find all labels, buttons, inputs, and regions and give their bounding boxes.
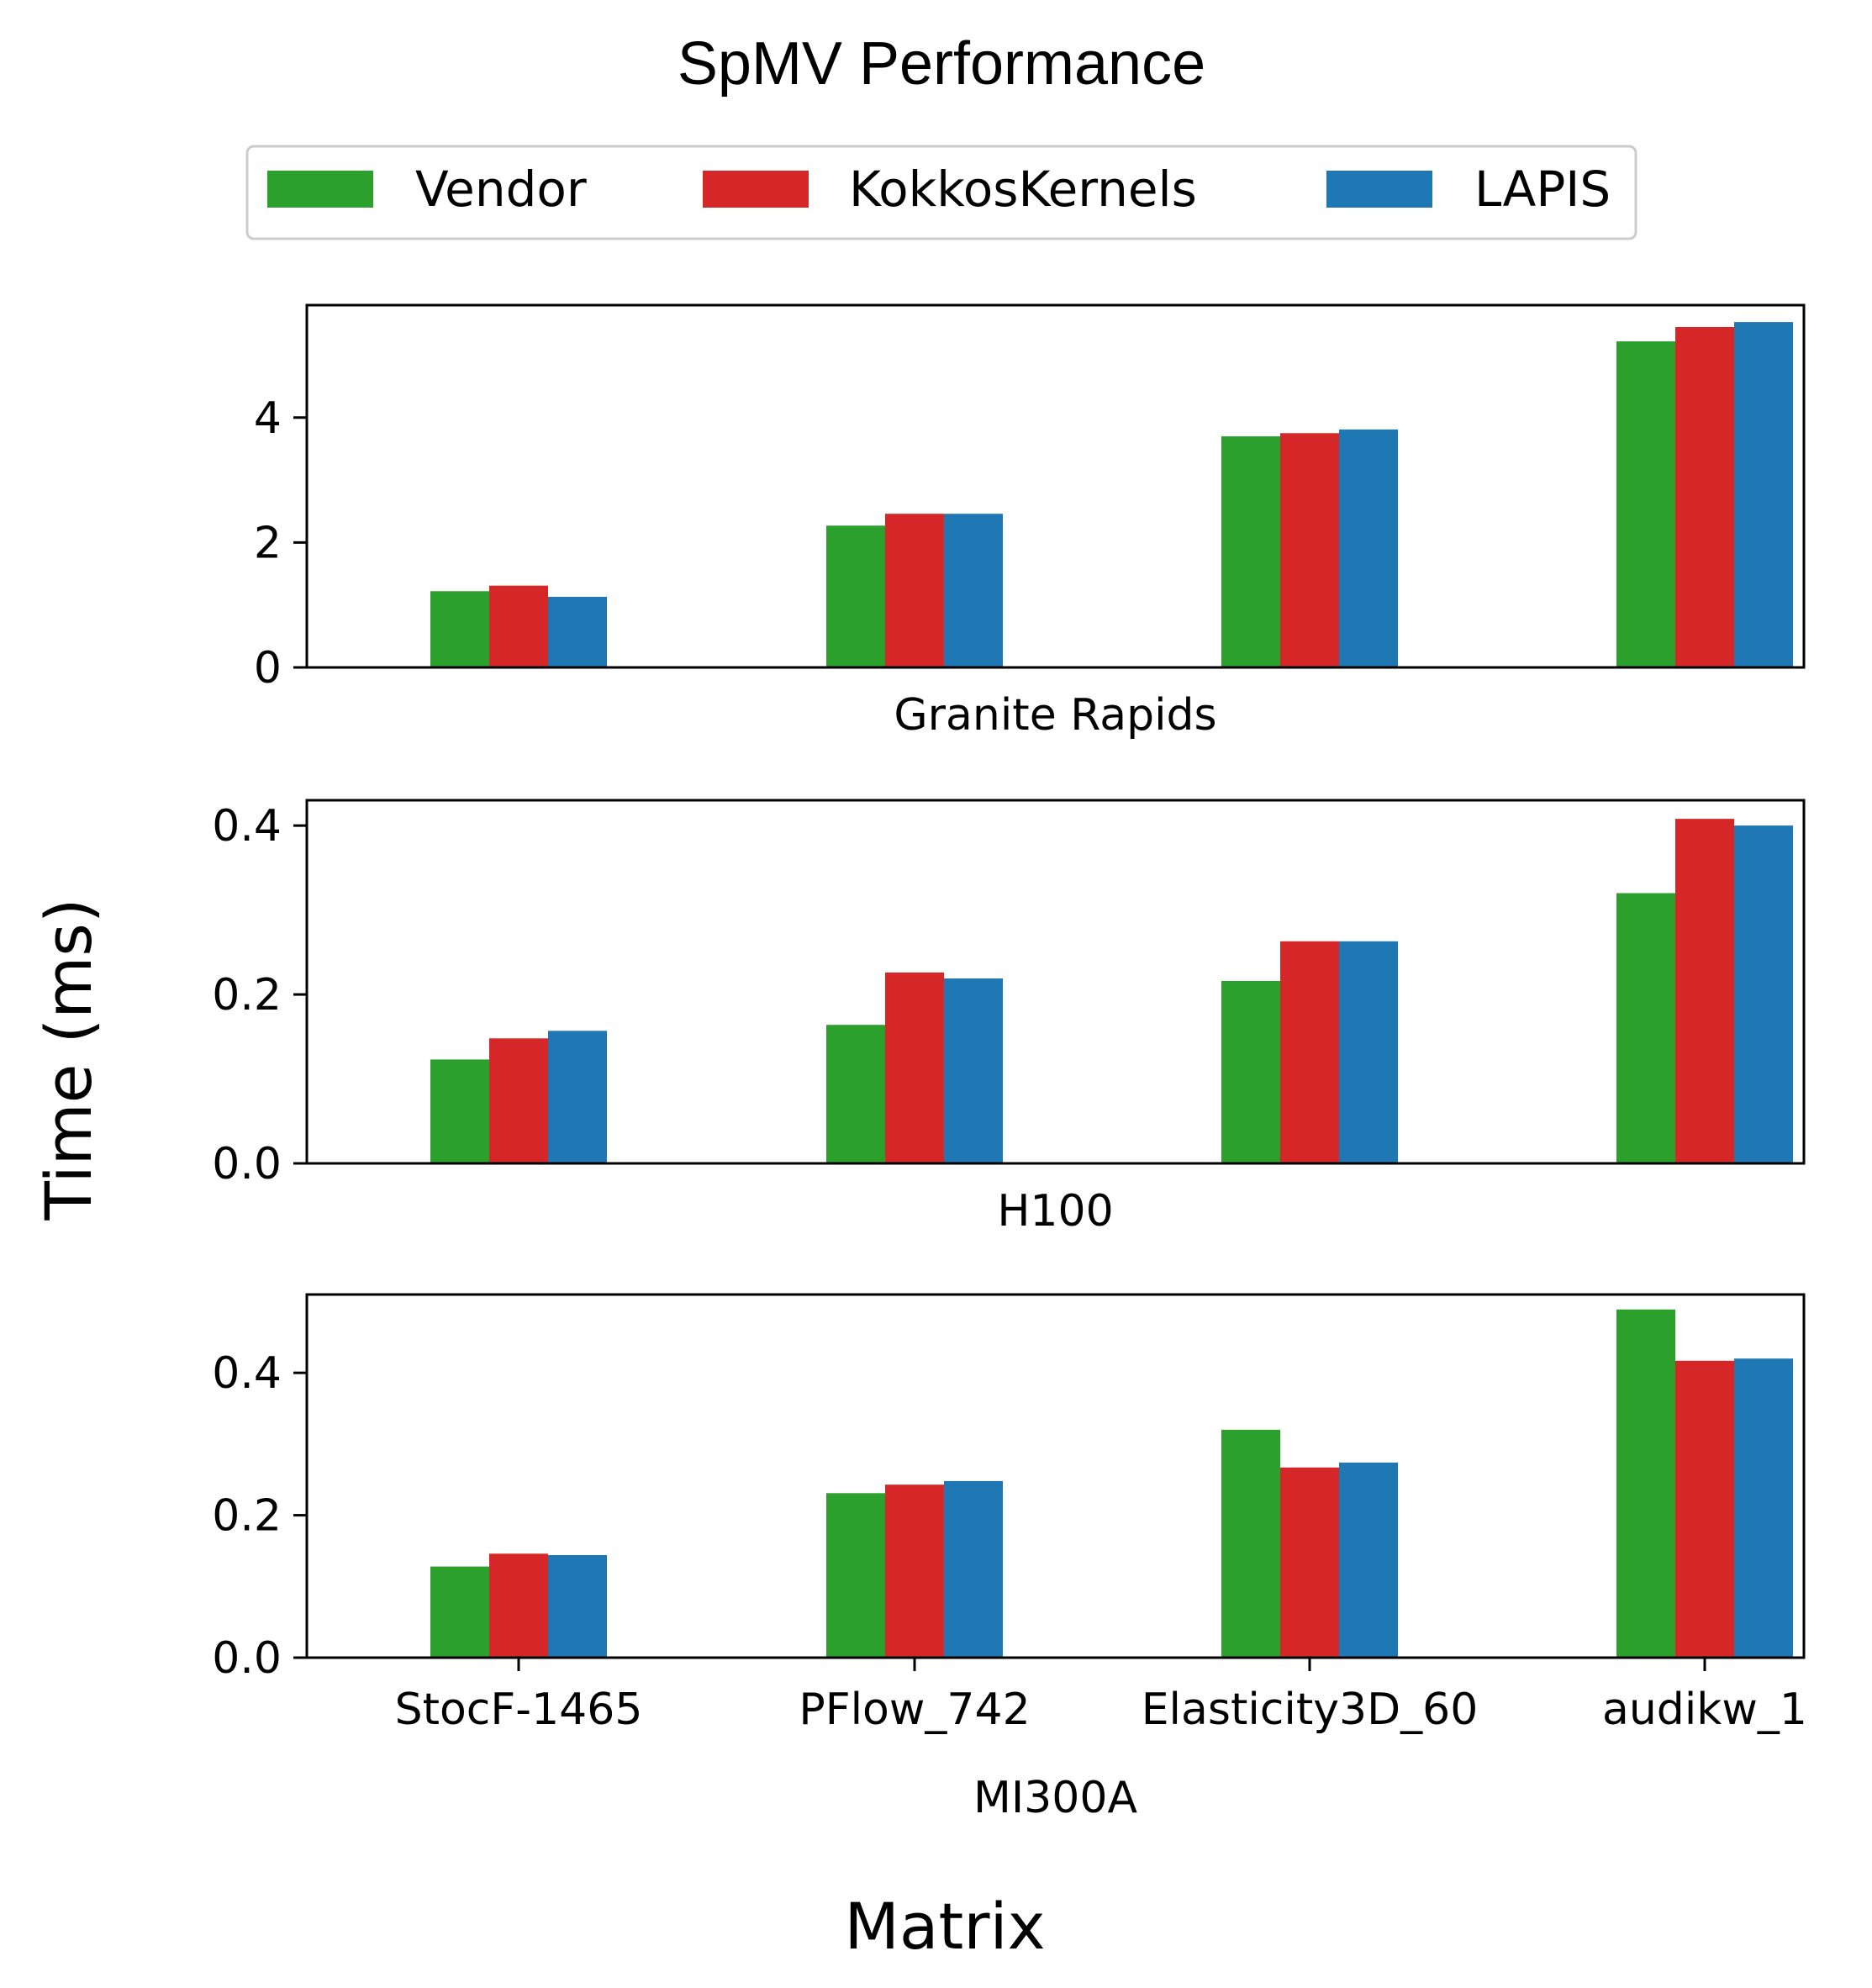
legend-swatch-vendor <box>267 171 373 208</box>
bar-h100-kokkoskernels-elasticity3d-60 <box>1280 941 1339 1163</box>
y-tick-label-h100-2: 0.4 <box>212 801 282 852</box>
bar-mi300a-vendor-elasticity3d-60 <box>1221 1429 1280 1658</box>
y-axis-label: Time (ms) <box>31 898 106 1221</box>
legend-label-kokkoskernels: KokkosKernels <box>849 161 1197 218</box>
bar-granite-rapids-lapis-stocf-1465 <box>548 597 607 667</box>
bar-granite-rapids-kokkoskernels-stocf-1465 <box>489 585 548 667</box>
bar-granite-rapids-vendor-audikw-1 <box>1616 341 1675 667</box>
bar-mi300a-kokkoskernels-audikw-1 <box>1675 1360 1734 1658</box>
bar-granite-rapids-lapis-elasticity3d-60 <box>1339 429 1398 667</box>
bar-granite-rapids-lapis-pflow-742 <box>944 514 1003 667</box>
bar-mi300a-kokkoskernels-pflow-742 <box>885 1484 944 1658</box>
bar-h100-lapis-stocf-1465 <box>548 1031 607 1163</box>
axes-frame-granite-rapids <box>305 303 1806 669</box>
legend-swatch-lapis <box>1326 171 1432 208</box>
bar-h100-vendor-audikw-1 <box>1616 893 1675 1163</box>
bar-granite-rapids-vendor-stocf-1465 <box>430 591 489 667</box>
bar-granite-rapids-lapis-audikw-1 <box>1734 322 1793 667</box>
x-tick-label-elasticity3d-60: Elasticity3D_60 <box>1142 1685 1479 1735</box>
legend: Vendor KokkosKernels LAPIS <box>245 145 1637 240</box>
x-axis-label: Matrix <box>844 1889 1045 1964</box>
legend-label-vendor: Vendor <box>415 161 587 218</box>
bar-granite-rapids-kokkoskernels-elasticity3d-60 <box>1280 433 1339 667</box>
x-tick-label-pflow-742: PFlow_742 <box>799 1685 1030 1735</box>
bar-mi300a-kokkoskernels-stocf-1465 <box>489 1553 548 1658</box>
bar-mi300a-vendor-stocf-1465 <box>430 1566 489 1658</box>
bar-mi300a-lapis-stocf-1465 <box>548 1555 607 1658</box>
y-tick-label-granite-rapids-1: 2 <box>254 518 282 568</box>
bar-h100-vendor-stocf-1465 <box>430 1059 489 1163</box>
bar-h100-kokkoskernels-pflow-742 <box>885 972 944 1163</box>
subplot-granite-rapids: 0 2 4 Granite Rapids <box>254 303 1806 741</box>
chart-title: SpMV Performance <box>678 30 1205 98</box>
bar-granite-rapids-vendor-elasticity3d-60 <box>1221 436 1280 667</box>
bar-h100-kokkoskernels-stocf-1465 <box>489 1038 548 1163</box>
x-tick-label-audikw-1: audikw_1 <box>1602 1685 1807 1735</box>
y-tick-label-mi300a-1: 0.2 <box>212 1491 282 1542</box>
bar-granite-rapids-kokkoskernels-audikw-1 <box>1675 327 1734 667</box>
bar-mi300a-lapis-audikw-1 <box>1734 1358 1793 1658</box>
bar-mi300a-kokkoskernels-elasticity3d-60 <box>1280 1467 1339 1658</box>
bar-h100-vendor-pflow-742 <box>826 1025 885 1163</box>
subplot-label-granite-rapids: Granite Rapids <box>894 690 1216 741</box>
subplot-label-h100: H100 <box>997 1186 1113 1237</box>
y-tick-label-mi300a-2: 0.4 <box>212 1348 282 1399</box>
legend-frame <box>245 145 1637 240</box>
x-tick-label-stocf-1465: StocF-1465 <box>395 1685 643 1735</box>
bar-mi300a-vendor-pflow-742 <box>826 1493 885 1658</box>
bar-h100-lapis-audikw-1 <box>1734 825 1793 1163</box>
bar-mi300a-lapis-pflow-742 <box>944 1480 1003 1658</box>
axes-frame-h100 <box>305 799 1806 1165</box>
bar-mi300a-lapis-elasticity3d-60 <box>1339 1462 1398 1658</box>
subplot-mi300a: 0.0 0.2 0.4 StocF-1465 PFlow_742 Elasticity3D… <box>212 1293 1807 1823</box>
bar-h100-vendor-elasticity3d-60 <box>1221 981 1280 1163</box>
bar-h100-lapis-pflow-742 <box>944 978 1003 1163</box>
legend-label-lapis: LAPIS <box>1474 161 1611 218</box>
legend-swatch-kokkoskernels <box>703 171 809 208</box>
y-tick-label-h100-0: 0.0 <box>212 1139 282 1189</box>
y-tick-label-granite-rapids-0: 0 <box>254 643 282 693</box>
subplot-h100: 0.0 0.2 0.4 H100 <box>212 799 1806 1237</box>
bar-h100-kokkoskernels-audikw-1 <box>1675 819 1734 1163</box>
y-tick-label-h100-1: 0.2 <box>212 970 282 1020</box>
y-tick-label-granite-rapids-2: 4 <box>254 393 282 444</box>
subplots: 0 2 4 Granite Rapids 0.0 0.2 0.4 H100 0.0 0.2 0.4 S… <box>212 303 1807 1823</box>
bar-granite-rapids-vendor-pflow-742 <box>826 525 885 667</box>
bar-h100-lapis-elasticity3d-60 <box>1339 941 1398 1163</box>
axes-frame-mi300a <box>305 1293 1806 1659</box>
bar-granite-rapids-kokkoskernels-pflow-742 <box>885 514 944 667</box>
bar-mi300a-vendor-audikw-1 <box>1616 1309 1675 1658</box>
y-tick-label-mi300a-0: 0.0 <box>212 1633 282 1684</box>
subplot-label-mi300a: MI300A <box>973 1773 1137 1823</box>
